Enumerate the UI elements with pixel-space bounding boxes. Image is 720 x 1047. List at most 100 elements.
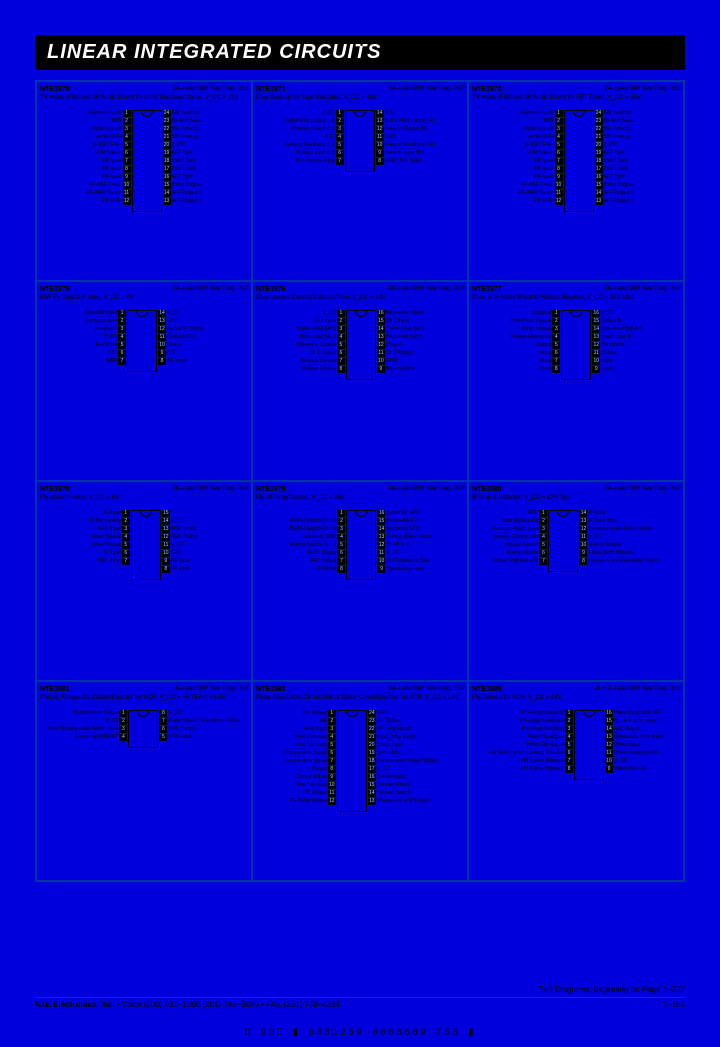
- pin-row: 21SIF Detector: [163, 134, 200, 141]
- pin-number: 12: [377, 342, 385, 349]
- pin-number: 14: [163, 190, 171, 197]
- pin-row: 12Preamp Output (Rt): [376, 126, 429, 133]
- chip-diagram: Volume Control1NFB2Audio Output3Audio GN…: [40, 110, 248, 212]
- pin-label: PIF Input: [101, 159, 121, 164]
- pin-number: 2: [122, 518, 130, 525]
- pin-number: 6: [539, 550, 547, 557]
- pin-label: Servo Adv.: [377, 751, 401, 756]
- pin-row: 11Ch 2 Output: [377, 350, 413, 357]
- pin-label: Sound IF Output: [167, 327, 204, 332]
- chip-description: Pulse Amp/Delay Circuit/Starter Delay Ci…: [256, 695, 464, 702]
- pin-row: 11V_CC: [579, 534, 601, 541]
- pin-number: 15: [377, 318, 385, 325]
- pin-number: 7: [539, 558, 547, 565]
- pin-row: Preamp Output (Lt)3: [292, 126, 344, 133]
- pin-number: 4: [337, 534, 345, 541]
- pin-number: 9: [123, 174, 131, 181]
- chip-diagram: DC Output1NF2Amp Input3Time Constant4Tim…: [256, 710, 464, 812]
- pin-number: 10: [376, 142, 384, 149]
- pin-row: Volume Control Bias4: [493, 534, 547, 541]
- pin-label: Tuning Meter Circuit: [386, 535, 431, 540]
- pin-number: 6: [118, 350, 126, 357]
- pin-number: 8: [579, 558, 587, 565]
- pin-label: AGC Input: [97, 527, 120, 532]
- pin-number: 1: [122, 510, 130, 517]
- pin-row: RF AGC Output11: [86, 190, 130, 197]
- pin-number: 15: [592, 318, 600, 325]
- pin-label: Phase Shift Network: [588, 551, 633, 556]
- pins-left: Sound IF Input1Compensation2Feedback3V_C…: [84, 310, 126, 372]
- pin-row: 14AFT Output 2: [163, 190, 202, 197]
- pin-row: Phase Shift Network7: [493, 558, 547, 565]
- pin-row: 13Shaped FG or PG Input: [368, 798, 430, 805]
- pin-label: Preamp Output (Rt): [385, 127, 429, 132]
- pin-number: 13: [605, 734, 613, 741]
- pin-number: 4: [122, 534, 130, 541]
- pin-label: Preamp Output (Lt): [292, 127, 335, 132]
- pin-label: Input: [601, 367, 612, 372]
- pin-label: AM/FM Switch Circuit: [289, 519, 337, 524]
- pin-row: 19AFT Tank: [595, 150, 625, 157]
- pin-number: 7: [123, 158, 131, 165]
- pin-number: 7: [565, 758, 573, 765]
- pin-label: N.C.: [325, 135, 335, 140]
- pin-label: De-Emphasis: [172, 119, 202, 124]
- pin-number: 16: [595, 174, 603, 181]
- pin-label: PIF Input: [533, 159, 553, 164]
- pin-row: 11Detector Coil: [158, 334, 196, 341]
- pin-label: SIF Detector: [604, 111, 632, 116]
- pin-row: Comparative Signal7: [283, 758, 336, 765]
- pin-row: 13AFT Output 1: [595, 198, 634, 205]
- pin-label: RF AGC Delay: [521, 183, 554, 188]
- pin-row: 13Bass Freq Set 2: [377, 334, 422, 341]
- pin-number: 1: [539, 510, 547, 517]
- pins-right: 16V_CC15Output B14Non-Invert Input B13In…: [592, 310, 642, 380]
- pin-number: 5: [118, 342, 126, 349]
- pin-label: FG Pulse Output: [290, 799, 327, 804]
- pin-number: 14: [579, 510, 587, 517]
- pin-number: 12: [376, 126, 384, 133]
- pin-number: 2: [118, 318, 126, 325]
- pin-label: Detector Coil: [167, 335, 196, 340]
- pin-row: 21SIF Detector: [595, 134, 632, 141]
- pin-number: 4: [555, 134, 563, 141]
- pin-number: 16: [368, 774, 376, 781]
- pin-number: 3: [552, 326, 560, 333]
- pin-label: PIF GND: [533, 199, 553, 204]
- pin-row: 13AGC Inhibit: [162, 526, 197, 533]
- pin-row: Audio Output3: [524, 126, 562, 133]
- pin-label: IF Input: [588, 511, 605, 516]
- pin-number: 20: [595, 142, 603, 149]
- pin-row: 12Sound IF Output: [158, 326, 204, 333]
- pin-label: Quadrature Input: [386, 567, 424, 572]
- pin-number: 13: [377, 534, 385, 541]
- pin-row: 23De-Emphasis: [163, 118, 202, 125]
- pin-label: Freq Dividing Ratio Select Input: [48, 727, 118, 732]
- package-info: 16–Lead DIP, See Diag. 248: [388, 486, 464, 492]
- pins-left: V_CC1Buffer Amp Output (Lt)2Preamp Outpu…: [285, 110, 344, 172]
- pin-row: IF AGC Filter5: [93, 142, 131, 149]
- pin-label: IF Amp Output: [588, 543, 620, 548]
- pin-row: 13IF Input Bias: [579, 518, 616, 525]
- chip-diagram: Output A1Non-Invert Input A2Invert Input…: [472, 310, 680, 380]
- pins-wrap: Sound IF Input1Compensation2Feedback3V_C…: [84, 310, 204, 372]
- pin-row: AFC Output7: [310, 558, 345, 565]
- pin-label: AFT Tank: [172, 151, 193, 156]
- chip-body: [131, 510, 161, 580]
- pin-label: GND: [106, 359, 117, 364]
- pin-number: 6: [122, 550, 130, 557]
- chip-description: FM Mixer/IF Amp, V_CC = 8V: [40, 495, 248, 502]
- pin-row: 16AFT Tank: [163, 174, 193, 181]
- pin-row: 10Input: [592, 358, 612, 365]
- pins-left: DC Output1NF2Amp Input3Time Constant4Tim…: [283, 710, 336, 812]
- pin-number: 22: [368, 726, 376, 733]
- pin-row: 14N.C.: [376, 110, 395, 117]
- pin-label: Video Tank: [604, 159, 629, 164]
- pin-row: Volume Control1: [519, 110, 562, 117]
- pin-number: 11: [377, 550, 385, 557]
- pin-row: AM/FM Switch Circuit3: [289, 526, 346, 533]
- pin-label: Volume Controlled Audio Output: [588, 559, 659, 564]
- pin-row: Audio Output3: [92, 126, 130, 133]
- pin-number: 5: [337, 542, 345, 549]
- pin-number: 4: [118, 334, 126, 341]
